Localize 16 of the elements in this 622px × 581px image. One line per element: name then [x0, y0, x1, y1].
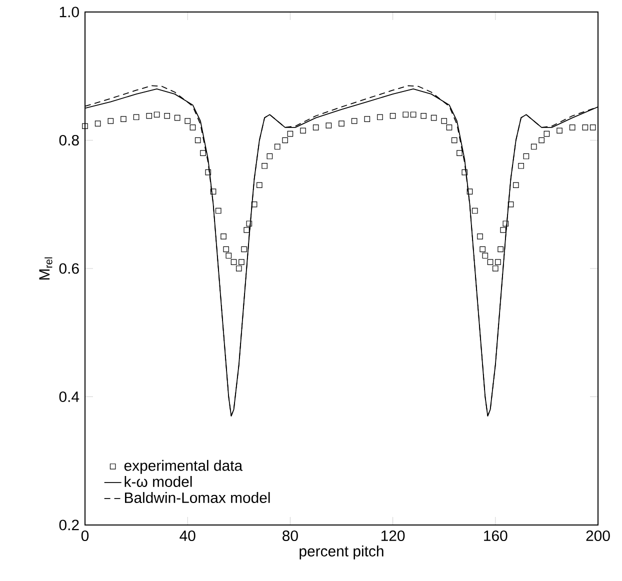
- x-tick-label: 80: [282, 530, 298, 542]
- y-tick-label: 0.2: [59, 520, 79, 530]
- legend-label: Baldwin-Lomax model: [125, 492, 270, 504]
- x-tick-label: 120: [381, 530, 405, 542]
- x-tick-label: 40: [180, 530, 196, 542]
- y-tick-label: 1.0: [60, 6, 79, 18]
- y-tick-label: 0.8: [59, 134, 79, 146]
- x-tick-label: 160: [484, 530, 508, 542]
- x-axis-title: percent pitch: [300, 546, 384, 560]
- x-tick-label: 200: [586, 530, 610, 542]
- y-tick-label: 0.4: [59, 391, 80, 402]
- y-axis-title: M$_{rel}$: [39, 257, 52, 280]
- y-tick-label: 0.6: [59, 263, 79, 274]
- legend-label: experimental data: [124, 460, 243, 474]
- x-tick-label: 0: [81, 530, 89, 542]
- legend-label: k-ω model: [124, 476, 192, 487]
